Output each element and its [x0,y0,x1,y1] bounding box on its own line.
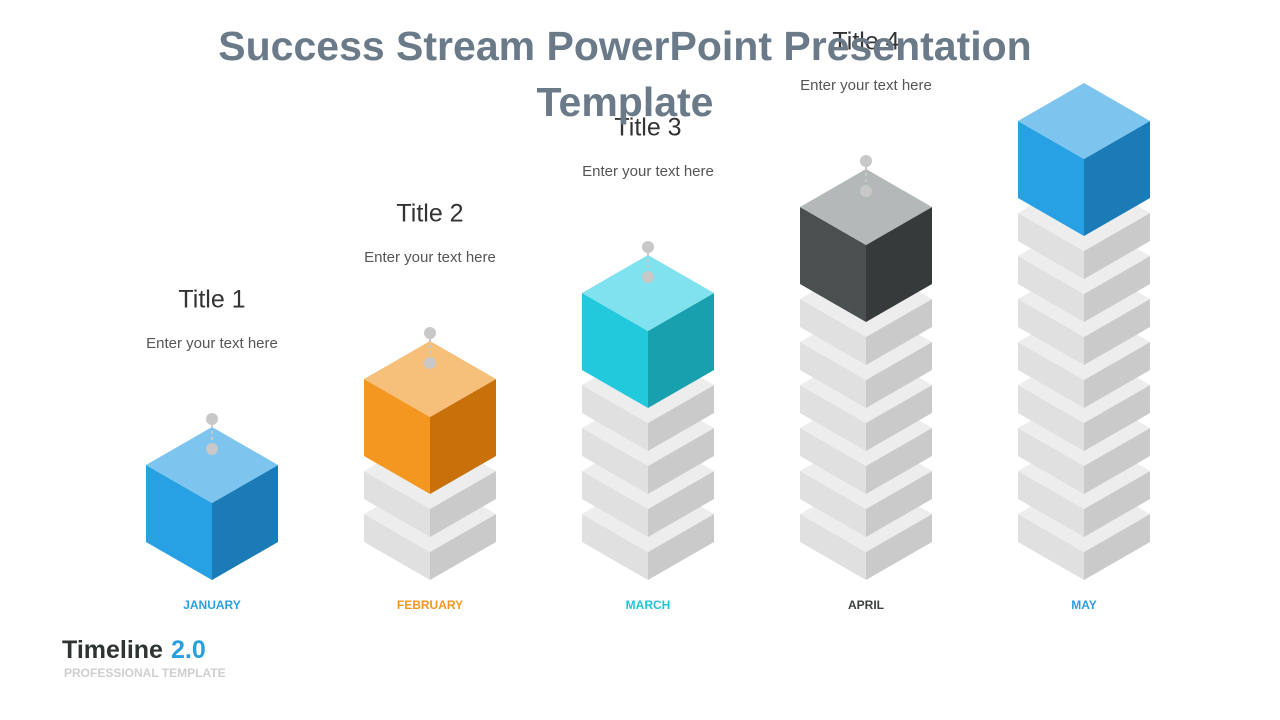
cube-top [364,341,496,417]
step-text: Enter your text here [582,163,714,180]
cube-right [1084,121,1150,236]
cube-right [648,293,714,408]
step-text: Enter your text here [364,249,496,266]
slab-left [800,471,866,537]
slab-left [800,299,866,365]
slab-right [1084,256,1150,322]
pin-dot [424,357,436,369]
cube-left [582,293,648,408]
slab-right [866,428,932,494]
pin-dot [424,327,436,339]
step-title: Title 2 [396,200,463,228]
cube-top [582,255,714,331]
slab-right [648,428,714,494]
slab-left [1018,428,1084,494]
slab-left [800,385,866,451]
slab-left [800,514,866,580]
slab-right [866,385,932,451]
slab-left [1018,342,1084,408]
slab-left [800,342,866,408]
slab-left [582,471,648,537]
slab-right [866,514,932,580]
slab-right [430,471,496,537]
cube-left [1018,121,1084,236]
slab-left [800,428,866,494]
month-label: MAY [1071,598,1097,612]
step-title: Title 4 [832,28,899,56]
slab-left [364,514,430,580]
pin-dot [860,155,872,167]
month-label: JANUARY [183,598,241,612]
slab-right [866,342,932,408]
slab-right [1084,471,1150,537]
slab-right [1084,342,1150,408]
slab-right [648,471,714,537]
cube-top [146,427,278,503]
slab-left [582,428,648,494]
step-title: Title 3 [614,114,681,142]
month-label: FEBRUARY [397,598,463,612]
slab-right [648,514,714,580]
pin-dot [206,413,218,425]
cube-left [146,465,212,580]
slab-right [1084,385,1150,451]
slab-left [1018,385,1084,451]
slab-left [1018,256,1084,322]
cube-right [866,207,932,322]
pin-dot [642,271,654,283]
cube-right [430,379,496,494]
slab-right [1084,299,1150,365]
step-text: Enter your text here [800,77,932,94]
month-label: APRIL [848,598,884,612]
step-title: Title 1 [178,286,245,314]
slab-right [430,514,496,580]
pin-dot [206,443,218,455]
slab-right [648,385,714,451]
cube-left [364,379,430,494]
slab-right [866,471,932,537]
cube-top [800,169,932,245]
cube-left [800,207,866,322]
slab-right [1084,213,1150,279]
slab-left [1018,471,1084,537]
slide-title: Success Stream PowerPoint Presentation T… [218,23,1032,125]
slab-right [1084,514,1150,580]
slab-left [1018,213,1084,279]
step-text: Enter your text here [146,335,278,352]
slab-left [1018,299,1084,365]
cube-top [1018,83,1150,159]
slab-left [582,514,648,580]
month-label: MARCH [626,598,671,612]
slab-right [1084,428,1150,494]
slab-left [1018,514,1084,580]
pin-dot [860,185,872,197]
slab-left [364,471,430,537]
cube-right [212,465,278,580]
pin-dot [642,241,654,253]
slab-left [582,385,648,451]
slab-right [866,299,932,365]
